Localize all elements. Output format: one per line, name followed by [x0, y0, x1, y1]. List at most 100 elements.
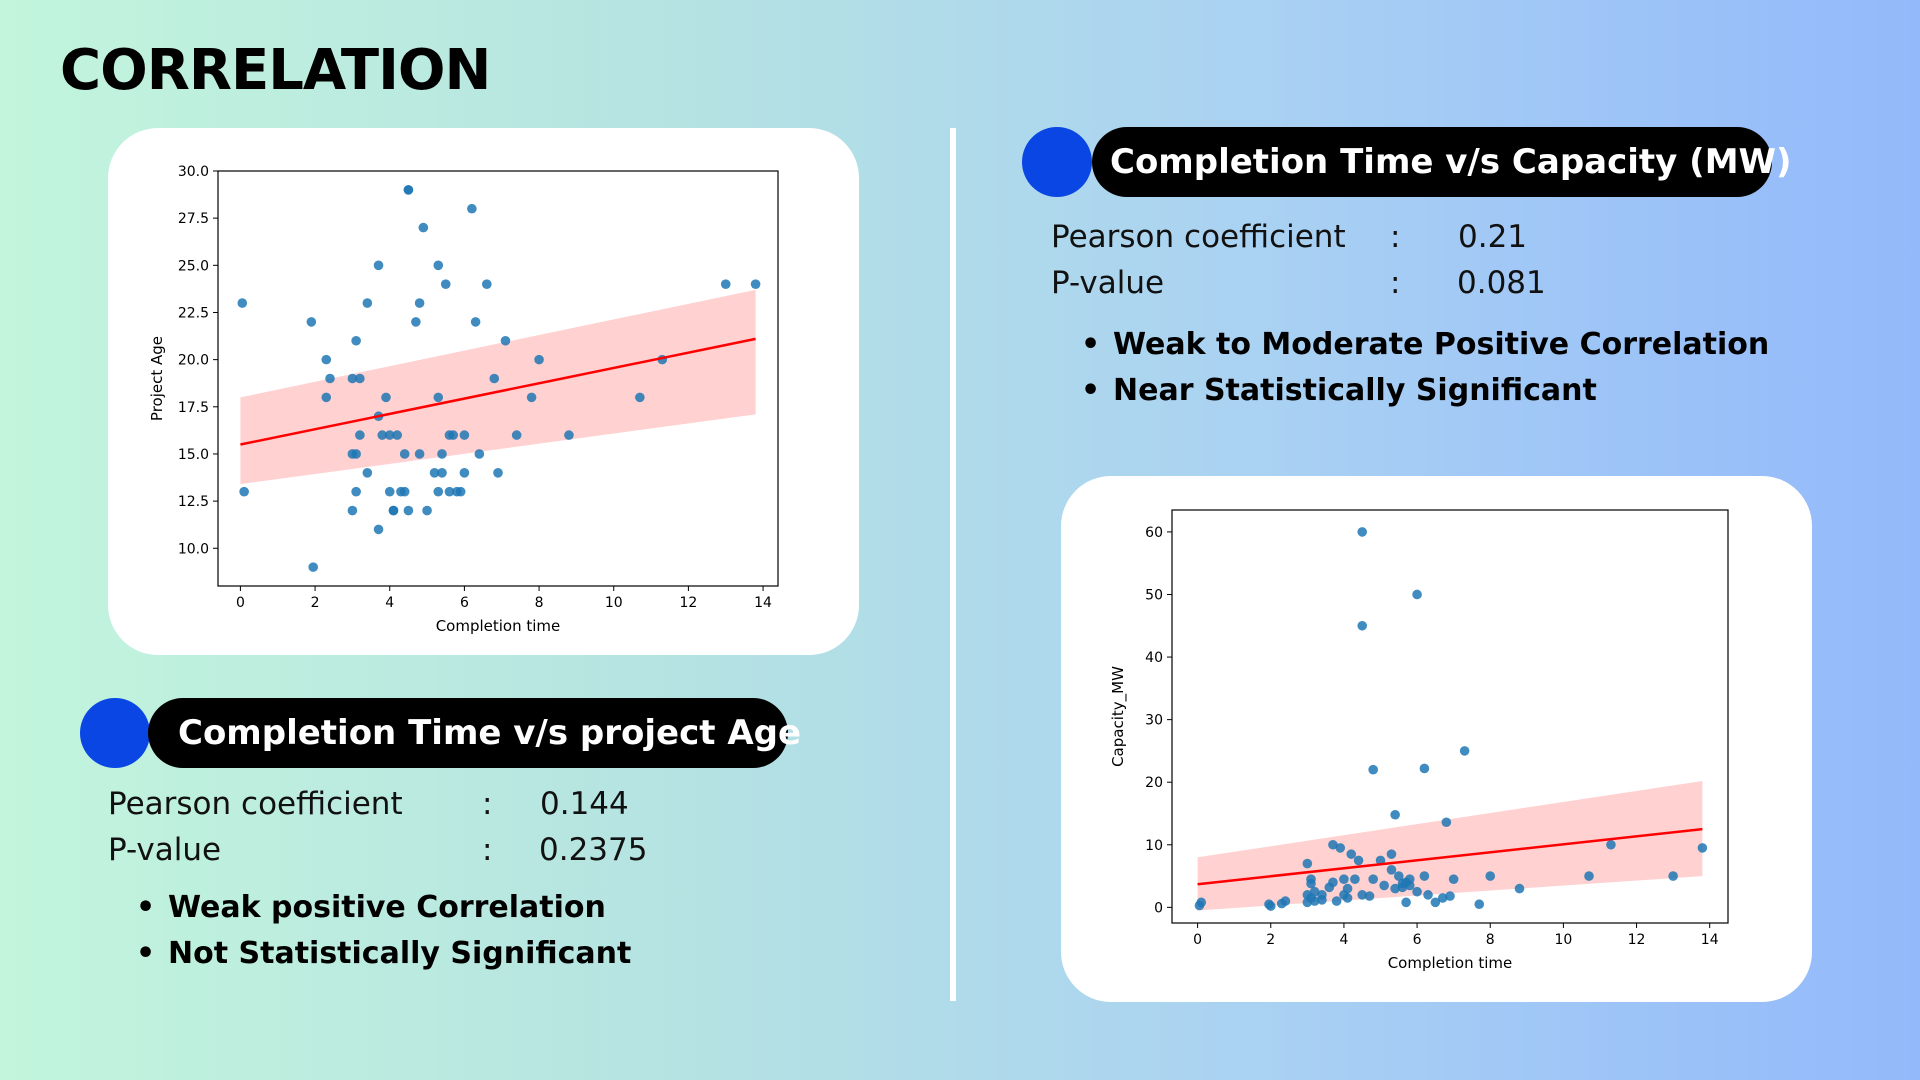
capacity-pearson-value: 0.21 [1458, 219, 1528, 255]
age-section-bullet-dot [80, 698, 150, 768]
age-pvalue-value: 0.2375 [539, 832, 648, 868]
capacity-chart-point-63 [1668, 871, 1678, 881]
age-chart-point-1 [239, 486, 249, 497]
capacity-chart-x-axis-label: Completion time [1388, 954, 1513, 972]
age-chart-point-14 [347, 505, 358, 516]
capacity-chart-point-48 [1412, 886, 1422, 897]
age-chart-point-39 [433, 260, 444, 271]
age-chart-point-23 [384, 486, 395, 497]
capacity-chart-card: 0 2 4 6 8 10 12 14 0 10 20 30 40 50 60 Completion time C… [1061, 476, 1812, 1002]
capacity-chart-xtick-label-1: 2 [1266, 932, 1275, 948]
age-chart-ytick-label-4: 20.0 [178, 353, 209, 369]
capacity-pearson-separator: : [1390, 219, 1401, 255]
age-chart-point-51 [459, 430, 470, 440]
age-pvalue-separator: : [482, 832, 493, 868]
capacity-chart-point-30 [1357, 890, 1368, 900]
capacity-chart-y-axis-label: Capacity_MW [1109, 666, 1128, 767]
age-chart-point-38 [429, 468, 440, 478]
capacity-chart-point-1 [1196, 897, 1207, 908]
capacity-chart-ytick-label-5: 50 [1145, 587, 1163, 603]
age-chart-point-43 [437, 468, 447, 478]
capacity-pvalue-separator: : [1390, 265, 1401, 301]
capacity-chart-ytick-label-6: 60 [1145, 525, 1163, 541]
age-chart-xtick-label-4: 8 [535, 595, 544, 611]
capacity-chart-xtick-label-4: 8 [1486, 932, 1495, 948]
capacity-chart-point-51 [1423, 890, 1433, 900]
age-chart-point-26 [392, 430, 403, 440]
capacity-chart-xtick-label-2: 4 [1339, 932, 1348, 948]
age-chart-ytick-label-5: 22.5 [178, 305, 209, 321]
age-chart-point-12 [347, 449, 358, 459]
capacity-chart-point-21 [1339, 874, 1349, 884]
capacity-chart-point-58 [1474, 899, 1485, 910]
capacity-chart-point-29 [1357, 620, 1368, 631]
age-chart-point-62 [564, 430, 574, 440]
age-bullet-1: Weak positive Correlation [136, 890, 606, 925]
capacity-chart-point-5 [1280, 896, 1291, 906]
age-chart-point-0 [237, 298, 248, 308]
capacity-chart-point-13 [1309, 886, 1320, 897]
capacity-chart-point-64 [1697, 843, 1708, 853]
capacity-chart-regression-line [1197, 827, 1703, 886]
capacity-chart-point-59 [1485, 871, 1496, 881]
age-chart-point-59 [511, 430, 522, 440]
vertical-divider [950, 128, 956, 1001]
capacity-chart-point-54 [1441, 817, 1452, 828]
capacity-pvalue-label: P-value [1051, 265, 1165, 301]
capacity-chart-confidence-band [1197, 780, 1703, 911]
capacity-chart-plot-frame [1171, 509, 1729, 924]
capacity-chart-point-62 [1606, 839, 1616, 850]
age-chart-point-37 [422, 505, 432, 516]
age-chart-point-30 [403, 505, 414, 516]
capacity-chart-point-35 [1379, 880, 1389, 891]
age-chart-point-41 [433, 486, 444, 497]
capacity-chart-point-61 [1584, 871, 1594, 881]
capacity-chart-point-52 [1430, 897, 1441, 908]
age-chart-point-2 [306, 317, 317, 327]
age-chart-point-15 [362, 468, 373, 478]
age-chart-point-3 [308, 562, 318, 572]
capacity-chart-xtick-label-5: 10 [1554, 932, 1572, 948]
age-chart-plot-frame [217, 170, 779, 587]
capacity-chart-ytick-label-4: 40 [1145, 650, 1163, 666]
age-chart-point-8 [355, 373, 365, 384]
capacity-chart-point-50 [1419, 871, 1430, 881]
capacity-chart-point-12 [1302, 897, 1313, 908]
age-chart-point-56 [489, 373, 500, 384]
age-chart-point-5 [325, 373, 335, 384]
age-chart-point-42 [437, 449, 447, 459]
age-chart-xtick-label-7: 14 [754, 595, 772, 611]
capacity-chart-point-47 [1412, 589, 1422, 600]
age-chart-point-4 [321, 354, 332, 365]
age-chart-point-47 [448, 430, 459, 440]
capacity-chart-point-25 [1346, 849, 1357, 859]
age-scatter-chart: 0 2 4 6 8 10 12 14 10.0 12.5 15.0 17.5 20.0 22.5 25.0 2… [148, 164, 779, 635]
capacity-chart-point-26 [1350, 874, 1360, 884]
age-chart-xtick-label-3: 6 [460, 595, 469, 611]
age-chart-xtick-label-0: 0 [236, 595, 245, 611]
age-chart-point-21 [381, 392, 391, 403]
age-chart-point-52 [467, 203, 477, 214]
age-chart-xtick-label-2: 4 [385, 595, 394, 611]
age-chart-point-10 [355, 430, 365, 440]
capacity-chart-point-56 [1448, 874, 1459, 884]
age-chart-ytick-label-0: 10.0 [178, 541, 209, 557]
age-chart-ytick-label-3: 17.5 [178, 400, 209, 416]
age-chart-point-50 [459, 468, 470, 478]
capacity-chart-point-20 [1335, 843, 1346, 853]
age-pearson-value: 0.144 [540, 786, 629, 822]
age-chart-x-axis-label: Completion time [436, 617, 561, 635]
capacity-chart-point-19 [1331, 896, 1342, 906]
age-chart-point-17 [373, 260, 384, 271]
age-chart-point-53 [470, 317, 481, 327]
age-pearson-separator: : [482, 786, 493, 822]
capacity-chart-ytick-label-2: 20 [1145, 775, 1163, 791]
capacity-section-bullet-dot [1022, 127, 1092, 197]
capacity-chart-point-24 [1342, 883, 1353, 894]
capacity-chart-ytick-label-1: 10 [1145, 838, 1163, 854]
age-chart-point-20 [384, 430, 395, 440]
age-chart-point-54 [474, 449, 485, 459]
age-chart-point-49 [455, 486, 466, 497]
age-chart-point-28 [399, 449, 410, 459]
capacity-chart-point-60 [1514, 883, 1525, 894]
